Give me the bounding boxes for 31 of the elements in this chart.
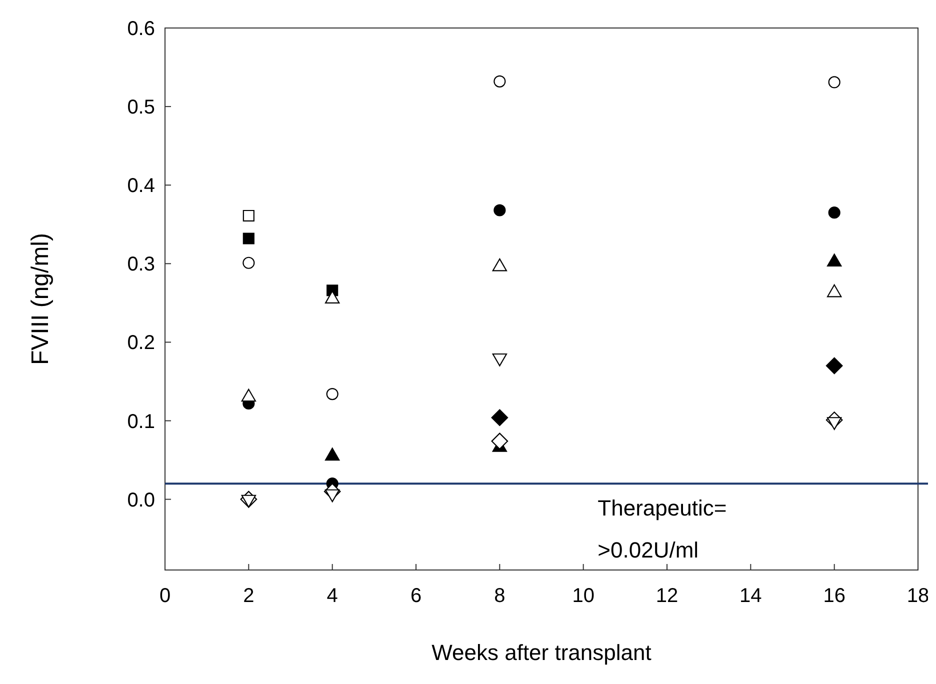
- y-tick-label: 0.5: [127, 96, 155, 119]
- point: [494, 204, 506, 216]
- point: [828, 76, 840, 88]
- x-tick-label: 2: [243, 585, 254, 607]
- x-tick-label: 12: [656, 585, 678, 607]
- ref-line-label: Therapeutic= >0.02U/ml: [598, 496, 727, 563]
- x-tick-label: 8: [494, 585, 506, 607]
- point: [491, 409, 508, 426]
- x-tick-label: 18: [906, 585, 930, 607]
- x-tick-label: 6: [410, 585, 422, 607]
- x-tick-label: 14: [740, 585, 762, 607]
- x-axis-title: Weeks after transplant: [432, 640, 652, 665]
- x-tick-label: 4: [326, 585, 338, 607]
- point: [828, 206, 840, 219]
- y-tick-label: 0.0: [127, 489, 155, 512]
- point: [242, 210, 254, 222]
- y-tick-label: 0.6: [127, 18, 155, 40]
- y-axis-title: FVIII (ng/ml): [27, 232, 54, 366]
- y-tick-label: 0.3: [127, 254, 155, 276]
- point: [494, 75, 506, 88]
- point: [826, 357, 843, 374]
- point: [326, 388, 338, 400]
- y-tick-label: 0.4: [127, 175, 155, 198]
- x-tick-label: 10: [572, 585, 594, 607]
- x-tick-label: 0: [159, 585, 171, 607]
- y-tick-label: 0.1: [127, 410, 155, 433]
- x-tick-label: 16: [823, 585, 846, 607]
- point: [491, 432, 508, 450]
- point: [242, 256, 255, 269]
- point: [242, 232, 254, 244]
- y-tick-label: 0.2: [127, 332, 155, 354]
